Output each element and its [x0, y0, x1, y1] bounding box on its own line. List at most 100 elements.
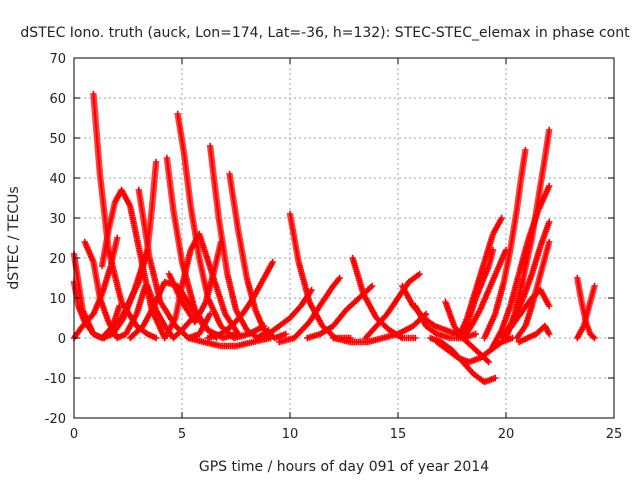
data-marks: [470, 370, 487, 385]
data-marks: [535, 256, 548, 286]
data-marks: [494, 248, 509, 274]
series-36: [498, 218, 553, 342]
data-point: [416, 270, 423, 278]
series-31: [455, 214, 505, 342]
data-marks: [373, 312, 390, 330]
data-marks: [481, 312, 498, 342]
data-marks: [384, 296, 401, 318]
data-marks: [481, 232, 496, 266]
data-marks: [485, 268, 500, 294]
data-marks: [105, 200, 118, 234]
data-marks: [513, 176, 525, 214]
series-38: [502, 286, 553, 338]
data-point: [489, 246, 497, 254]
data-marks: [174, 110, 188, 156]
series-16: [185, 334, 274, 350]
data-point: [282, 330, 289, 338]
data-marks: [178, 248, 194, 290]
data-point: [269, 258, 276, 266]
data-marks: [528, 244, 544, 278]
series-30: [459, 246, 510, 342]
data-marks: [98, 228, 112, 270]
data-point: [546, 126, 553, 134]
data-marks: [152, 306, 167, 328]
data-marks: [442, 298, 457, 328]
y-tick-label: -20: [45, 412, 66, 427]
data-marks: [105, 246, 125, 304]
data-marks: [215, 214, 231, 276]
data-point: [485, 358, 492, 366]
data-marks: [202, 268, 218, 306]
data-marks: [286, 304, 303, 322]
data-marks: [252, 306, 267, 332]
data-marks: [170, 206, 185, 264]
series-41: [574, 282, 598, 342]
data-point: [498, 214, 505, 222]
data-point: [546, 238, 553, 246]
data-marks: [126, 324, 145, 342]
data-marks: [362, 324, 379, 342]
data-marks: [349, 254, 367, 296]
data-marks: [317, 323, 335, 338]
data-point: [206, 310, 214, 318]
y-tick-label: 30: [49, 212, 66, 227]
data-marks: [405, 271, 422, 286]
data-marks: [232, 339, 255, 350]
data-marks: [118, 280, 142, 322]
data-marks: [520, 272, 535, 302]
y-axis-tick-labels: -20 -10 0 10 20 30 40 50 60 70: [45, 52, 66, 427]
data-marks: [541, 128, 553, 162]
series-20: [276, 274, 343, 346]
data-marks: [520, 296, 534, 314]
data-marks: [239, 296, 256, 318]
data-marks: [537, 286, 552, 308]
data-marks: [584, 292, 596, 314]
data-marks: [286, 210, 302, 264]
data-marks: [502, 320, 517, 338]
data-point: [336, 274, 343, 282]
data-marks: [507, 208, 520, 254]
y-tick-label: 10: [49, 292, 66, 307]
y-tick-label: 70: [49, 52, 66, 67]
data-marks: [520, 236, 535, 282]
data-marks: [265, 323, 281, 338]
data-marks: [489, 216, 504, 238]
data-marks: [466, 296, 479, 322]
data-marks: [96, 294, 112, 324]
data-marks: [433, 338, 450, 353]
series-26: [412, 302, 479, 342]
x-tick-label: 15: [390, 427, 407, 442]
data-marks: [306, 300, 325, 326]
y-tick-label: 60: [49, 92, 66, 107]
data-point: [368, 282, 376, 290]
x-tick-label: 5: [178, 427, 186, 442]
data-marks: [517, 148, 529, 182]
data-marks: [541, 322, 552, 336]
data-marks: [515, 240, 531, 278]
data-marks: [101, 316, 124, 342]
data-point: [472, 330, 479, 338]
data-marks: [90, 90, 103, 176]
data-marks: [492, 280, 507, 318]
data-marks: [498, 304, 513, 334]
data-marks: [444, 346, 461, 361]
data-marks: [537, 220, 552, 250]
data-point: [591, 282, 598, 290]
data-marks: [165, 270, 185, 304]
data-marks: [459, 316, 472, 342]
data-point: [546, 330, 553, 338]
data-marks: [342, 296, 361, 314]
data-point: [114, 234, 121, 242]
data-marks: [535, 156, 548, 202]
data-point: [152, 334, 160, 342]
y-tick-label: 20: [49, 252, 66, 267]
y-tick-label: 40: [49, 172, 66, 187]
data-marks: [161, 316, 178, 342]
series-34: [481, 146, 529, 342]
series-32: [459, 246, 497, 342]
data-marks: [126, 202, 144, 260]
y-tick-label: -10: [45, 372, 66, 387]
data-marks: [511, 308, 526, 326]
data-point: [522, 146, 529, 154]
